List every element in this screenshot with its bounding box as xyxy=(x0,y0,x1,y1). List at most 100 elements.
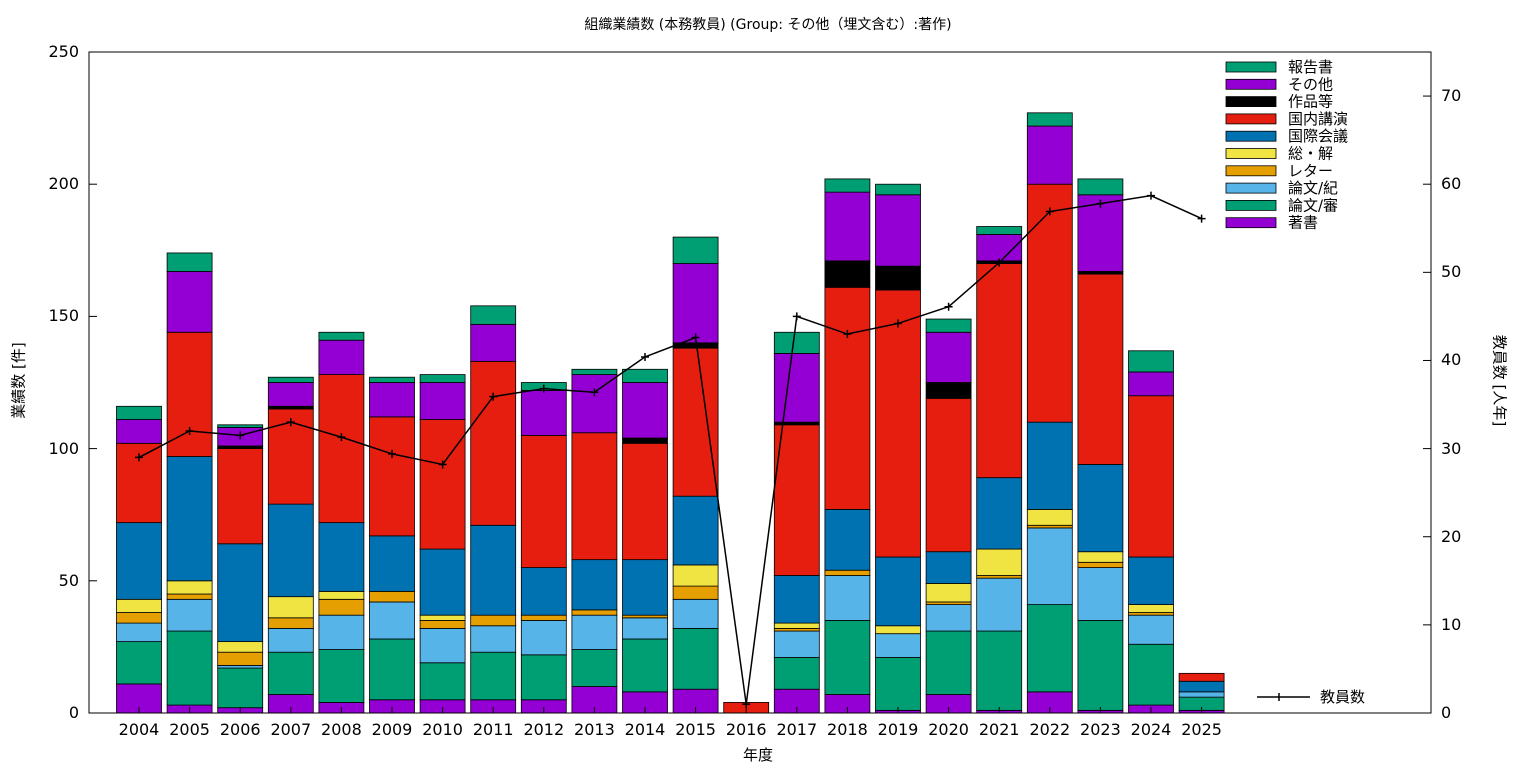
bar-2004-3 xyxy=(116,612,162,624)
bar-2005-8 xyxy=(166,271,213,333)
staff-point-2008 xyxy=(337,433,346,442)
y2-tick-0: 0 xyxy=(1441,703,1452,722)
bar-2023-5 xyxy=(1077,464,1124,553)
bar-2010-4 xyxy=(419,614,466,621)
bar-2021-9 xyxy=(976,226,1023,235)
staff-point-2016 xyxy=(742,700,751,709)
legend-label-国内講演: 国内講演 xyxy=(1288,110,1348,128)
staff-point-2009 xyxy=(388,449,396,458)
bar-2015-8 xyxy=(672,263,719,344)
bar-2020-9 xyxy=(925,318,972,333)
bar-2010-2 xyxy=(419,627,466,664)
bar-2012-6 xyxy=(520,434,567,568)
legend-swatch-レター xyxy=(1225,165,1277,177)
bar-2005-1 xyxy=(166,630,213,706)
bar-2013-5 xyxy=(571,559,618,611)
staff-point-2021 xyxy=(995,258,1004,267)
bar-2023-6 xyxy=(1077,273,1124,465)
legend-swatch-国際会議 xyxy=(1225,130,1277,142)
y2-tick-20: 20 xyxy=(1441,526,1462,546)
x-tick-2006: 2006 xyxy=(219,720,261,739)
bar-2011-1 xyxy=(470,651,517,701)
y2-tick-30: 30 xyxy=(1441,438,1462,458)
x-tick-2024: 2024 xyxy=(1130,720,1172,739)
bar-2024-8 xyxy=(1128,371,1174,397)
bar-2012-1 xyxy=(520,654,567,701)
x-tick-2010: 2010 xyxy=(422,720,463,739)
bar-2010-1 xyxy=(419,662,466,701)
bar-2006-3 xyxy=(217,651,264,666)
legend-label-総・解: 総・解 xyxy=(1288,145,1333,163)
bar-2004-8 xyxy=(116,419,162,444)
bar-2024-6 xyxy=(1128,395,1174,558)
bar-2009-8 xyxy=(369,382,415,418)
staff-line xyxy=(135,191,1206,709)
bar-2017-8 xyxy=(773,353,820,423)
staff-point-2015 xyxy=(691,333,700,342)
bar-2013-1 xyxy=(571,649,618,687)
legend-swatch-作品等 xyxy=(1225,96,1277,107)
bar-2008-3 xyxy=(318,598,365,616)
bar-2015-6 xyxy=(672,347,719,497)
x-tick-2011: 2011 xyxy=(472,720,514,739)
bar-2017-2 xyxy=(773,630,820,658)
bar-2017-5 xyxy=(773,575,820,624)
legend-label-レター: レター xyxy=(1288,162,1333,180)
bar-2018-6 xyxy=(824,286,871,510)
bar-2020-5 xyxy=(925,551,972,584)
bar-2011-3 xyxy=(470,614,517,627)
bar-2007-9 xyxy=(267,376,314,383)
bar-2008-2 xyxy=(318,614,365,650)
bar-2011-9 xyxy=(470,305,517,325)
bar-2020-6 xyxy=(925,397,972,553)
bar-2018-7 xyxy=(824,260,871,288)
bar-2006-5 xyxy=(217,543,264,643)
staff-point-2019 xyxy=(894,319,902,328)
bar-2008-8 xyxy=(318,339,365,375)
bar-2014-9 xyxy=(622,368,668,383)
bar-2025-6 xyxy=(1178,672,1225,682)
bar-2009-3 xyxy=(369,590,415,603)
y-tick-100: 100 xyxy=(48,438,79,458)
bar-2022-4 xyxy=(1026,509,1073,526)
x-tick-2019: 2019 xyxy=(877,720,919,739)
bar-2006-4 xyxy=(217,641,264,653)
bar-2013-2 xyxy=(571,614,618,650)
bar-2014-5 xyxy=(622,559,668,616)
bar-2021-2 xyxy=(976,577,1023,632)
bar-2019-5 xyxy=(875,556,921,627)
x-tick-2009: 2009 xyxy=(371,720,413,739)
bar-2017-4 xyxy=(773,622,820,629)
bar-2015-5 xyxy=(672,495,719,566)
bar-2021-6 xyxy=(976,263,1023,479)
bar-2020-2 xyxy=(925,604,972,632)
bar-2022-9 xyxy=(1026,112,1073,127)
bar-2021-4 xyxy=(976,548,1023,576)
bar-2011-2 xyxy=(470,625,517,653)
staff-point-2010 xyxy=(438,460,447,469)
bar-2024-1 xyxy=(1128,643,1174,706)
bar-2013-3 xyxy=(571,609,618,616)
x-tick-2007: 2007 xyxy=(270,720,312,739)
bar-2020-8 xyxy=(925,331,972,383)
bar-2012-5 xyxy=(520,567,567,616)
x-tick-2017: 2017 xyxy=(776,720,818,739)
bar-2010-5 xyxy=(419,548,466,616)
bar-2017-1 xyxy=(773,657,820,690)
bar-2024-9 xyxy=(1128,350,1174,373)
bar-stacks xyxy=(116,112,1225,714)
bar-2020-7 xyxy=(925,382,972,399)
bar-2008-4 xyxy=(318,590,365,600)
bar-2004-4 xyxy=(116,598,162,613)
bar-2008-9 xyxy=(318,331,365,341)
x-tick-2023: 2023 xyxy=(1080,720,1121,739)
staff-point-2024 xyxy=(1147,191,1155,200)
bar-2005-4 xyxy=(166,580,213,595)
staff-point-2004 xyxy=(135,453,143,462)
bar-2013-9 xyxy=(571,368,618,375)
bar-2011-8 xyxy=(470,323,517,362)
staff-point-2017 xyxy=(792,312,801,321)
staff-point-2020 xyxy=(944,302,953,311)
bar-2019-1 xyxy=(875,657,921,711)
